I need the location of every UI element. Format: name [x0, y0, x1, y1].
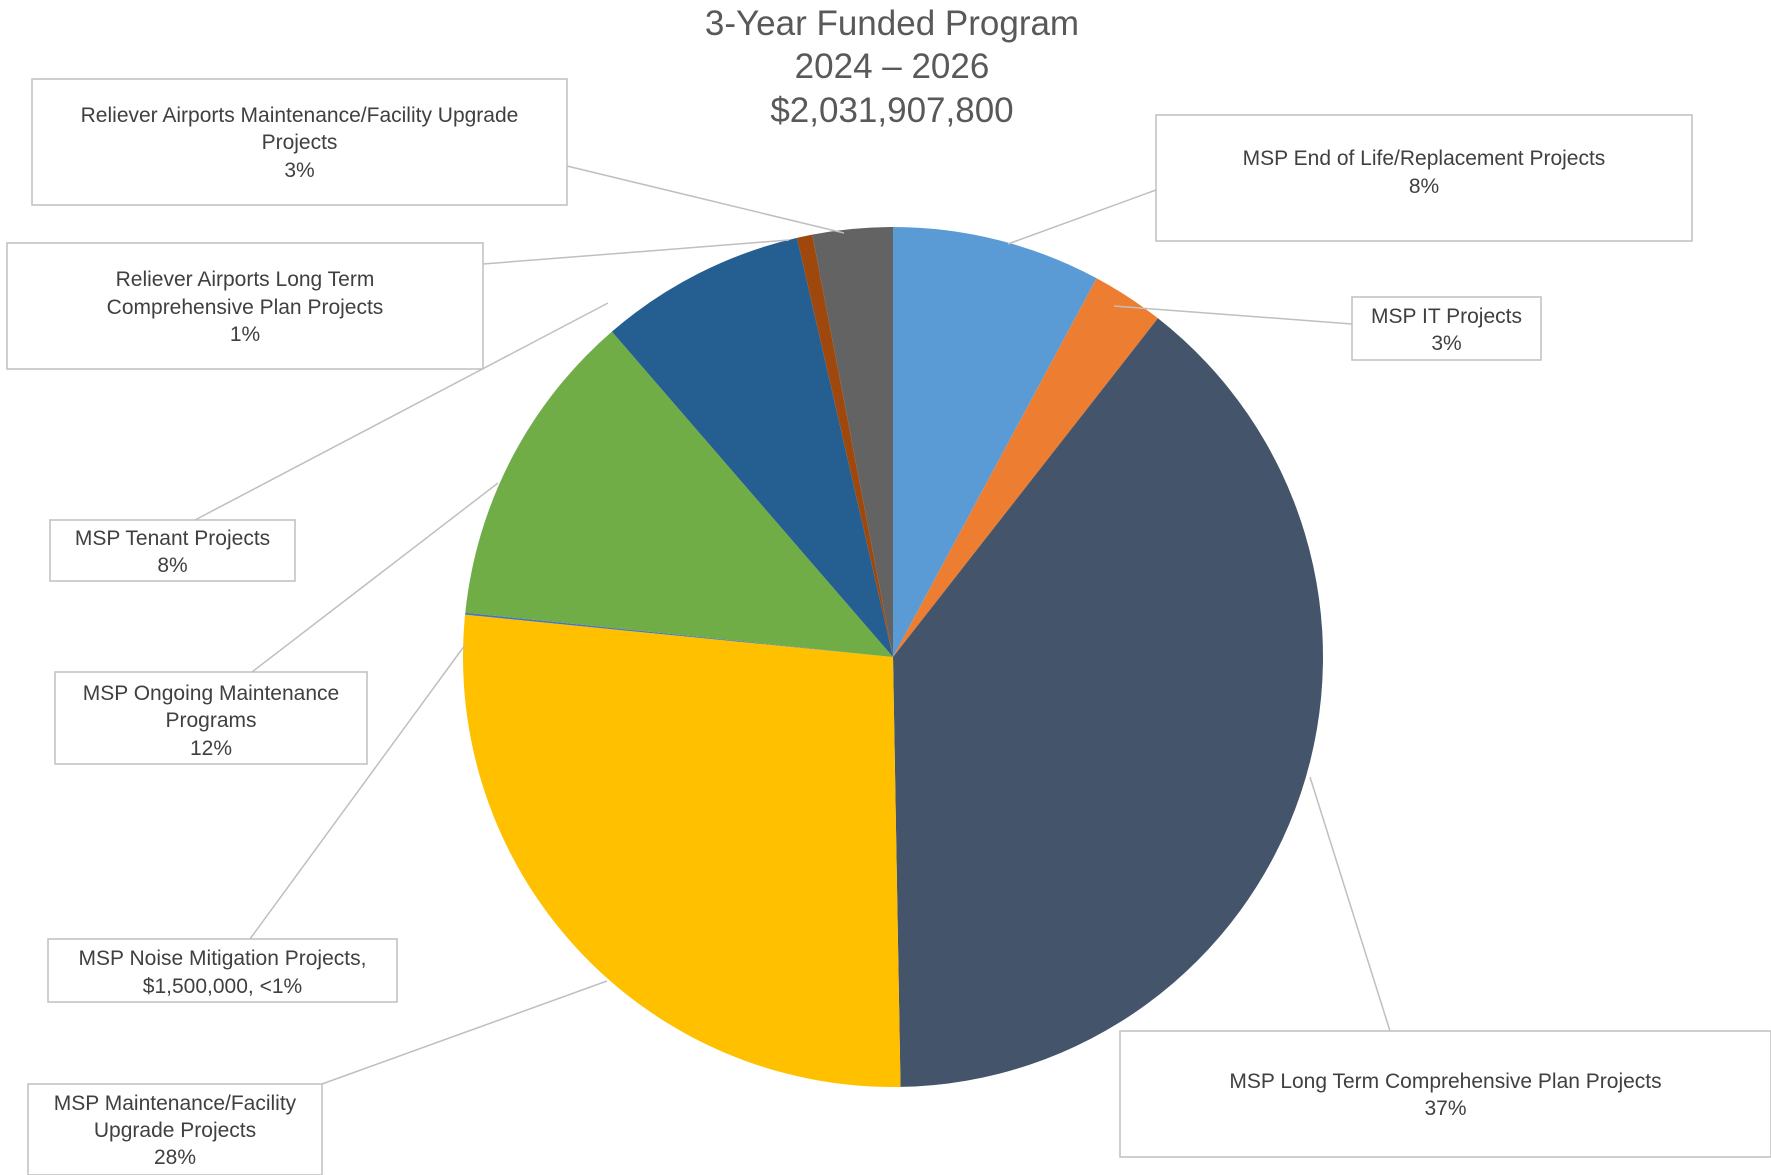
pie-slice-1: [893, 227, 1097, 657]
slice-label-4: MSP Maintenance/Facility Upgrade Projects…: [27, 1083, 323, 1175]
chart-title: 3-Year Funded Program 2024 – 2026 $2,031,9…: [705, 4, 1079, 130]
label-box: [49, 519, 296, 582]
chart-title-line-2: 2024 – 2026: [795, 47, 990, 86]
label-text-line: MSP End of Life/Replacement Projects: [1243, 147, 1606, 170]
chart-title-line-3: $2,031,907,800: [770, 91, 1013, 130]
pie-slice-5: [465, 612, 893, 657]
pie-slice-9: [812, 227, 893, 657]
label-text-line: Upgrade Projects: [94, 1119, 256, 1142]
label-text-line: Reliever Airports Long Term: [116, 268, 375, 291]
label-text-line: MSP Tenant Projects: [75, 527, 270, 550]
leader-line-9: [566, 165, 845, 234]
pie-slice-6: [465, 331, 893, 657]
label-text-line: Comprehensive Plan Projects: [107, 296, 384, 319]
label-box: [27, 1083, 323, 1175]
slice-label-5: MSP Noise Mitigation Projects, $1,500,000…: [47, 938, 398, 1003]
leader-line-6: [251, 482, 499, 673]
chart-title-line-1: 3-Year Funded Program: [705, 4, 1079, 43]
label-text-line: Projects: [262, 131, 338, 154]
label-text-line: MSP Ongoing Maintenance: [83, 682, 339, 705]
leader-lines: [194, 165, 1391, 1085]
label-text-line: MSP IT Projects: [1371, 305, 1522, 328]
label-text-line: 28%: [154, 1146, 196, 1169]
label-text-line: 12%: [190, 737, 232, 760]
pie-slice-4: [463, 614, 901, 1087]
label-text-line: 37%: [1424, 1097, 1466, 1120]
pie-slice-7: [611, 237, 893, 657]
slice-label-2: MSP IT Projects 3%: [1351, 296, 1542, 361]
slice-label-1: MSP End of Life/Replacement Projects 8%: [1155, 114, 1693, 242]
label-text-line: MSP Noise Mitigation Projects,: [79, 947, 367, 970]
label-box: [47, 938, 398, 1003]
label-text-line: Programs: [165, 709, 256, 732]
pie-slices: [463, 227, 1323, 1087]
slice-label-9: Reliever Airports Maintenance/Facility U…: [31, 78, 568, 206]
label-text-line: 8%: [1409, 175, 1439, 198]
label-text-line: 3%: [1431, 332, 1461, 355]
label-text-line: MSP Long Term Comprehensive Plan Project…: [1229, 1070, 1661, 1093]
leader-line-1: [1007, 189, 1157, 245]
label-text-line: 8%: [157, 554, 187, 577]
pie-slice-8: [796, 234, 893, 657]
leader-line-4: [321, 980, 608, 1085]
pie-slice-3: [893, 318, 1323, 1087]
label-box: [1351, 296, 1542, 361]
label-box: [1155, 114, 1693, 242]
label-text-line: 1%: [230, 323, 260, 346]
slice-label-6: MSP Ongoing Maintenance Programs 12%: [54, 671, 368, 765]
label-box: [6, 242, 484, 370]
label-text-line: MSP Maintenance/Facility: [54, 1092, 297, 1115]
slice-label-7: MSP Tenant Projects 8%: [49, 519, 296, 582]
pie-slice-2: [893, 278, 1158, 657]
leader-line-7: [194, 302, 609, 521]
label-box: [54, 671, 368, 765]
slice-labels: MSP End of Life/Replacement Projects8%MS…: [6, 78, 1771, 1175]
leader-line-5: [249, 644, 466, 940]
leader-line-3: [1309, 776, 1391, 1032]
label-text-line: 3%: [284, 159, 314, 182]
slice-label-8: Reliever Airports Long Term Comprehensive…: [6, 242, 484, 370]
leader-line-2: [1113, 305, 1353, 325]
label-text-line: $1,500,000, <1%: [143, 975, 302, 998]
label-text-line: Reliever Airports Maintenance/Facility U…: [81, 104, 519, 127]
label-box: [1119, 1030, 1771, 1158]
leader-line-8: [482, 239, 790, 265]
label-box: [31, 78, 568, 206]
slice-label-3: MSP Long Term Comprehensive Plan Project…: [1119, 1030, 1771, 1158]
